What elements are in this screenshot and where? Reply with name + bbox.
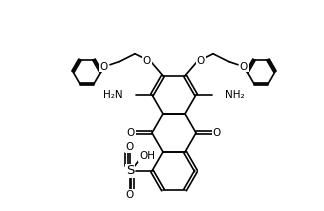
Text: O: O [126, 190, 134, 200]
Text: O: O [213, 128, 221, 138]
Text: H₂N: H₂N [103, 90, 123, 100]
Text: O: O [143, 56, 151, 66]
Text: NH₂: NH₂ [225, 90, 245, 100]
Text: O: O [100, 62, 108, 72]
Text: OH: OH [139, 151, 155, 161]
Text: O: O [240, 62, 248, 72]
Text: S: S [126, 165, 134, 177]
Text: O: O [197, 56, 205, 66]
Text: O: O [126, 142, 134, 152]
Text: O: O [127, 128, 135, 138]
